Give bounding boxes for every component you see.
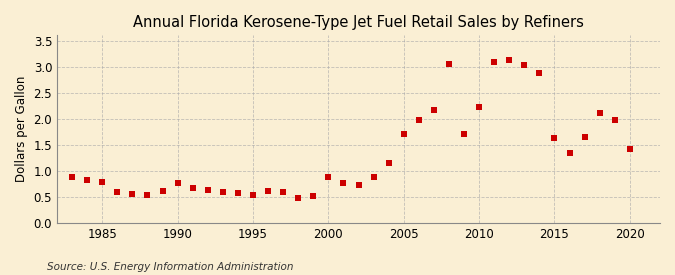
Point — [217, 189, 228, 194]
Point — [127, 191, 138, 196]
Point — [489, 60, 500, 65]
Point — [202, 188, 213, 192]
Point — [504, 58, 514, 62]
Title: Annual Florida Kerosene-Type Jet Fuel Retail Sales by Refiners: Annual Florida Kerosene-Type Jet Fuel Re… — [133, 15, 584, 30]
Point — [549, 136, 560, 140]
Point — [474, 105, 485, 109]
Point — [157, 188, 168, 193]
Point — [398, 132, 409, 136]
Y-axis label: Dollars per Gallon: Dollars per Gallon — [15, 76, 28, 182]
Point — [67, 175, 78, 179]
Point — [277, 189, 288, 194]
Point — [308, 194, 319, 199]
Text: Source: U.S. Energy Information Administration: Source: U.S. Energy Information Administ… — [47, 262, 294, 271]
Point — [443, 62, 454, 66]
Point — [458, 132, 469, 136]
Point — [142, 192, 153, 197]
Point — [248, 193, 259, 197]
Point — [610, 118, 620, 122]
Point — [112, 190, 123, 194]
Point — [564, 150, 575, 155]
Point — [353, 183, 364, 188]
Point — [97, 180, 108, 184]
Point — [594, 111, 605, 116]
Point — [172, 181, 183, 186]
Point — [187, 186, 198, 190]
Point — [429, 108, 439, 112]
Point — [338, 181, 349, 186]
Point — [323, 175, 333, 179]
Point — [624, 147, 635, 151]
Point — [413, 118, 424, 122]
Point — [579, 135, 590, 139]
Point — [232, 191, 243, 196]
Point — [293, 196, 304, 200]
Point — [519, 63, 530, 67]
Point — [368, 175, 379, 179]
Point — [263, 188, 273, 193]
Point — [383, 161, 394, 165]
Point — [82, 177, 92, 182]
Point — [534, 71, 545, 75]
